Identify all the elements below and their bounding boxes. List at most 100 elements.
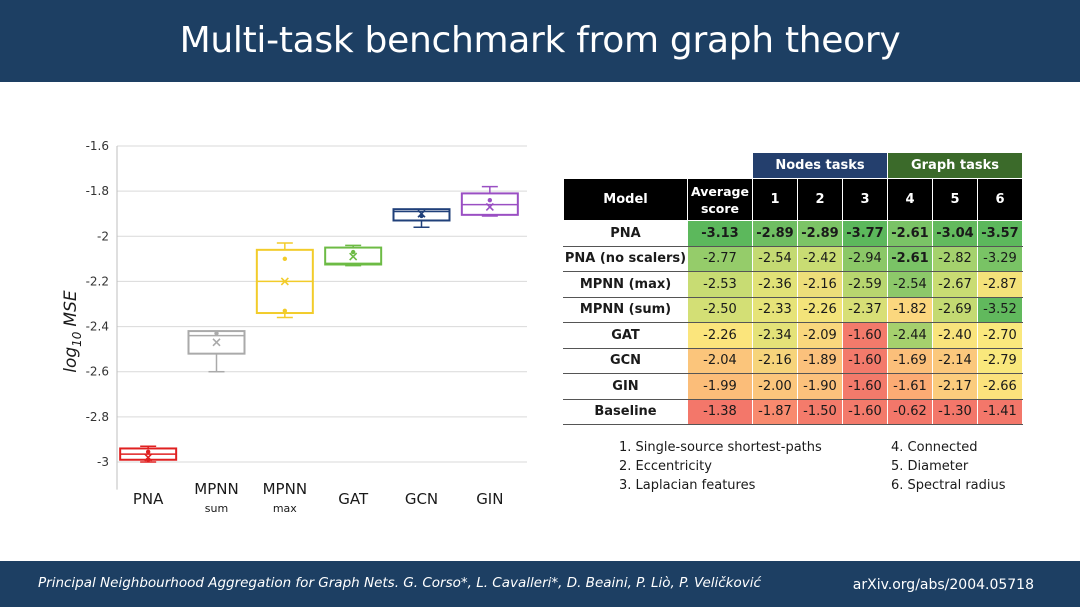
col-header-3: 3 <box>842 178 888 221</box>
y-tick-label: -2.6 <box>86 365 109 379</box>
task-score-cell: -1.30 <box>932 398 978 425</box>
task-score-cell: -1.60 <box>842 347 888 374</box>
y-axis-label: log10MSE <box>61 290 84 373</box>
average-score-cell: -1.99 <box>687 373 753 400</box>
task-score-cell: -1.60 <box>842 373 888 400</box>
footnote-item: 5. Diameter <box>891 459 969 474</box>
col-header-6: 6 <box>977 178 1023 221</box>
box-mpnn-sum <box>187 330 246 355</box>
task-score-cell: -0.62 <box>887 398 933 425</box>
task-score-cell: -1.69 <box>887 347 933 374</box>
x-category-label: MPNN <box>194 480 238 498</box>
y-tick-label: -3 <box>97 455 109 469</box>
y-tick-label: -2 <box>97 229 109 243</box>
task-score-cell: -2.42 <box>797 245 843 272</box>
col-header-average: Average score <box>687 178 753 221</box>
y-tick-label: -1.6 <box>86 139 109 153</box>
task-score-cell: -2.61 <box>887 245 933 272</box>
task-score-cell: -1.60 <box>842 322 888 349</box>
y-tick-label: -2.4 <box>86 320 109 334</box>
task-score-cell: -3.77 <box>842 220 888 247</box>
y-tick-label: -1.8 <box>86 184 109 198</box>
mean-marker <box>280 277 289 286</box>
footer-bar <box>0 561 1080 607</box>
mean-marker <box>212 338 221 347</box>
task-score-cell: -2.59 <box>842 271 888 298</box>
task-score-cell: -2.82 <box>932 245 978 272</box>
footnote-item: 2. Eccentricity <box>619 459 712 474</box>
x-category-sublabel: sum <box>205 502 228 515</box>
col-header-5: 5 <box>932 178 978 221</box>
task-score-cell: -3.04 <box>932 220 978 247</box>
average-score-cell: -1.38 <box>687 398 753 425</box>
outlier-point <box>214 331 219 336</box>
task-score-cell: -2.40 <box>932 322 978 349</box>
model-name-cell: PNA <box>563 220 688 247</box>
model-name-cell: GAT <box>563 322 688 349</box>
y-tick-label: -2.8 <box>86 410 109 424</box>
x-category-sublabel: max <box>273 502 297 515</box>
model-name-cell: PNA (no scalers) <box>563 245 688 272</box>
task-score-cell: -3.57 <box>977 220 1023 247</box>
box-gcn <box>392 208 451 222</box>
model-name-cell: MPNN (sum) <box>563 296 688 323</box>
model-name-cell: MPNN (max) <box>563 271 688 298</box>
task-score-cell: -2.17 <box>932 373 978 400</box>
mean-marker <box>417 209 426 218</box>
task-score-cell: -2.16 <box>752 347 798 374</box>
task-score-cell: -2.54 <box>752 245 798 272</box>
mean-marker <box>349 252 358 261</box>
average-score-cell: -2.77 <box>687 245 753 272</box>
task-score-cell: -2.34 <box>752 322 798 349</box>
footnote-left: 1. Single-source shortest-paths 2. Eccen… <box>619 438 822 495</box>
task-score-cell: -2.33 <box>752 296 798 323</box>
task-score-cell: -2.16 <box>797 271 843 298</box>
x-category-label: PNA <box>133 490 164 508</box>
task-score-cell: -1.87 <box>752 398 798 425</box>
task-score-cell: -2.09 <box>797 322 843 349</box>
table-body: PNA -3.13 -2.89 -2.89 -3.77 -2.61 -3.04 -3.57 PN… <box>563 220 1023 425</box>
table-row: Baseline -1.38 -1.87 -1.50 -1.60 -0.62 -1.30 -1… <box>563 398 1023 425</box>
task-score-cell: -2.89 <box>752 220 798 247</box>
footnote-right: 4. Connected 5. Diameter 6. Spectral rad… <box>891 438 1006 495</box>
footnote-item: 3. Laplacian features <box>619 478 756 493</box>
task-score-cell: -2.54 <box>887 271 933 298</box>
task-score-cell: -2.89 <box>797 220 843 247</box>
table-row: PNA (no scalers) -2.77 -2.54 -2.42 -2.94 -2.6… <box>563 245 1023 272</box>
task-score-cell: -2.61 <box>887 220 933 247</box>
x-category-label: GIN <box>476 490 503 508</box>
outlier-point <box>282 308 288 313</box>
average-score-cell: -2.53 <box>687 271 753 298</box>
task-score-cell: -2.44 <box>887 322 933 349</box>
x-category-label: MPNN <box>263 480 307 498</box>
task-score-cell: -3.29 <box>977 245 1023 272</box>
arxiv-link: arXiv.org/abs/2004.05718 <box>852 577 1034 593</box>
box-gat <box>324 246 383 266</box>
task-score-cell: -1.90 <box>797 373 843 400</box>
task-score-cell: -1.60 <box>842 398 888 425</box>
average-score-cell: -2.50 <box>687 296 753 323</box>
task-score-cell: -1.41 <box>977 398 1023 425</box>
task-score-cell: -2.67 <box>932 271 978 298</box>
task-score-cell: -1.61 <box>887 373 933 400</box>
outlier-point <box>282 256 288 262</box>
group-header-nodes: Nodes tasks <box>752 152 888 179</box>
x-category-label: GCN <box>405 490 438 508</box>
task-score-cell: -3.52 <box>977 296 1023 323</box>
task-score-cell: -2.79 <box>977 347 1023 374</box>
task-score-cell: -2.14 <box>932 347 978 374</box>
footnote-item: 6. Spectral radius <box>891 478 1006 493</box>
x-category-label: GAT <box>338 490 369 508</box>
task-score-cell: -1.89 <box>797 347 843 374</box>
group-header-graph: Graph tasks <box>887 152 1023 179</box>
table-row: MPNN (sum) -2.50 -2.33 -2.26 -2.37 -1.82 -2.69… <box>563 296 1023 323</box>
table-row: PNA -3.13 -2.89 -2.89 -3.77 -2.61 -3.04 -3.57 <box>563 220 1023 247</box>
slide-title: Multi-task benchmark from graph theory <box>179 20 901 61</box>
model-name-cell: GCN <box>563 347 688 374</box>
average-score-cell: -3.13 <box>687 220 753 247</box>
col-header-model: Model <box>563 178 688 221</box>
task-score-cell: -2.26 <box>797 296 843 323</box>
task-score-cell: -2.36 <box>752 271 798 298</box>
header-bar <box>0 0 1080 82</box>
task-score-cell: -2.66 <box>977 373 1023 400</box>
